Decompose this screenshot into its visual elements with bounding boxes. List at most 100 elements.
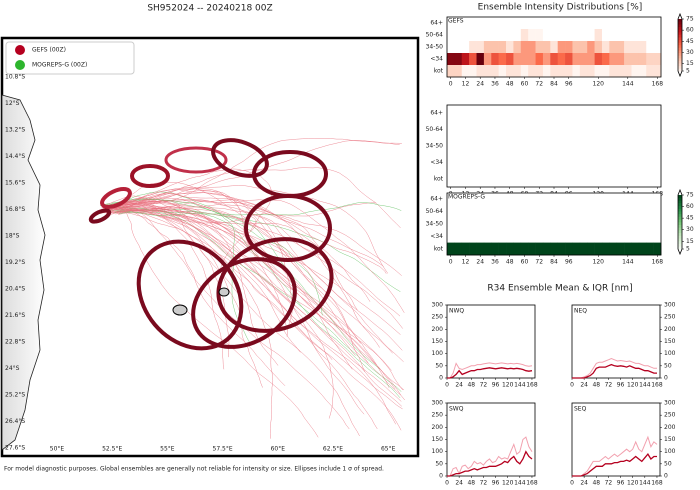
heat-cell	[535, 205, 544, 219]
x-tick-label: 96	[565, 259, 573, 266]
heat-cell	[587, 41, 595, 54]
heat-cell	[550, 65, 558, 78]
row-label: 34-50	[426, 221, 444, 228]
lon-label: 62.5°E	[323, 446, 343, 453]
row-label: kot	[434, 175, 444, 182]
y-tick-label: 100	[664, 448, 676, 455]
heat-cell	[483, 217, 492, 231]
heat-cell	[461, 193, 470, 206]
heat-cell	[454, 205, 463, 219]
heat-cell	[491, 53, 499, 66]
x-tick-label: 72	[605, 480, 613, 487]
heat-cell	[528, 17, 536, 30]
heat-cell	[535, 65, 544, 78]
heat-cell	[520, 29, 529, 42]
heat-cell	[616, 205, 625, 219]
track	[108, 200, 403, 329]
x-tick-label: 72	[480, 382, 488, 389]
heat-cell	[616, 53, 625, 66]
track	[116, 210, 405, 391]
heat-cell	[506, 17, 514, 30]
heat-cell	[498, 41, 507, 54]
heat-cell	[520, 217, 529, 231]
heat-cell	[469, 17, 477, 30]
heat-cell	[587, 217, 595, 231]
colorbar-seg	[678, 246, 682, 250]
heat-cell	[638, 53, 647, 66]
x-tick-label: 168	[651, 480, 663, 487]
heat-cell	[498, 29, 507, 42]
y-tick-label: 0	[439, 375, 443, 382]
x-tick-label: 96	[492, 480, 500, 487]
heat-cell	[594, 205, 603, 219]
panel-frame	[446, 104, 662, 188]
heat-cell	[646, 65, 654, 78]
heat-cell	[447, 205, 455, 219]
heat-cell	[506, 205, 514, 219]
heat-cell	[631, 217, 640, 231]
heat-cell	[513, 53, 522, 66]
colorbar-seg	[678, 243, 682, 247]
colorbar-label: 75	[686, 16, 694, 23]
quadrant-label: SWQ	[449, 406, 464, 413]
x-tick-label: 24	[580, 382, 588, 389]
lat-label: 27.6°S	[5, 445, 25, 452]
heat-cell	[653, 29, 662, 42]
heat-cell	[653, 65, 662, 78]
heat-cell	[579, 53, 588, 66]
heat-cell	[535, 17, 544, 30]
colorbar-seg	[678, 42, 682, 46]
heat-cell	[506, 217, 514, 231]
ellipses	[88, 138, 334, 351]
x-tick-label: 144	[514, 382, 526, 389]
heat-cell	[483, 193, 492, 206]
row-label: 64+	[430, 196, 443, 203]
heat-cell	[601, 242, 610, 256]
quadrant-label: NEQ	[574, 308, 587, 315]
heat-cell	[550, 217, 558, 231]
heat-cell	[646, 242, 654, 256]
heat-cell	[491, 193, 499, 206]
x-tick-label: 168	[526, 382, 538, 389]
colorbar-seg	[678, 208, 682, 212]
colorbar-seg	[678, 58, 682, 61]
map-title: SH952024 -- 20240218 00Z	[147, 4, 272, 14]
heat-cell	[579, 230, 588, 243]
track	[103, 209, 274, 439]
heat-cell	[550, 230, 558, 243]
y-tick-label: 200	[432, 326, 444, 333]
x-tick-label: 120	[627, 480, 639, 487]
heat-cell	[587, 29, 595, 42]
heat-cell	[528, 217, 536, 231]
y-tick-label: 200	[664, 424, 676, 431]
heat-cell	[653, 53, 662, 66]
colorbar-label: 45	[686, 38, 694, 45]
colorbar-seg	[678, 200, 682, 204]
heat-cell	[550, 17, 558, 30]
heat-cell	[476, 53, 485, 66]
heat-cell	[535, 193, 544, 206]
y-tick-label: 250	[664, 314, 676, 321]
heat-cell	[476, 193, 485, 206]
heat-cell	[631, 41, 640, 54]
heat-cell	[572, 193, 581, 206]
x-tick-label: 120	[593, 81, 605, 88]
lat-label: 16.8°S	[5, 206, 25, 213]
heat-cell	[447, 41, 455, 54]
heat-cell	[542, 65, 551, 78]
heat-cell	[565, 29, 573, 42]
heat-cell	[520, 41, 529, 54]
y-tick-label: 0	[439, 473, 443, 480]
track	[109, 138, 402, 207]
heat-cell	[587, 65, 595, 78]
y-tick-label: 150	[432, 338, 444, 345]
heat-cell	[557, 217, 566, 231]
heat-cell	[454, 29, 463, 42]
heat-cell	[513, 29, 522, 42]
heat-cell	[528, 193, 536, 206]
x-tick-label: 96	[617, 480, 625, 487]
row-label: 50-64	[426, 32, 444, 39]
x-tick-label: 168	[651, 382, 663, 389]
heat-cell	[506, 65, 514, 78]
heat-cell	[520, 17, 529, 30]
